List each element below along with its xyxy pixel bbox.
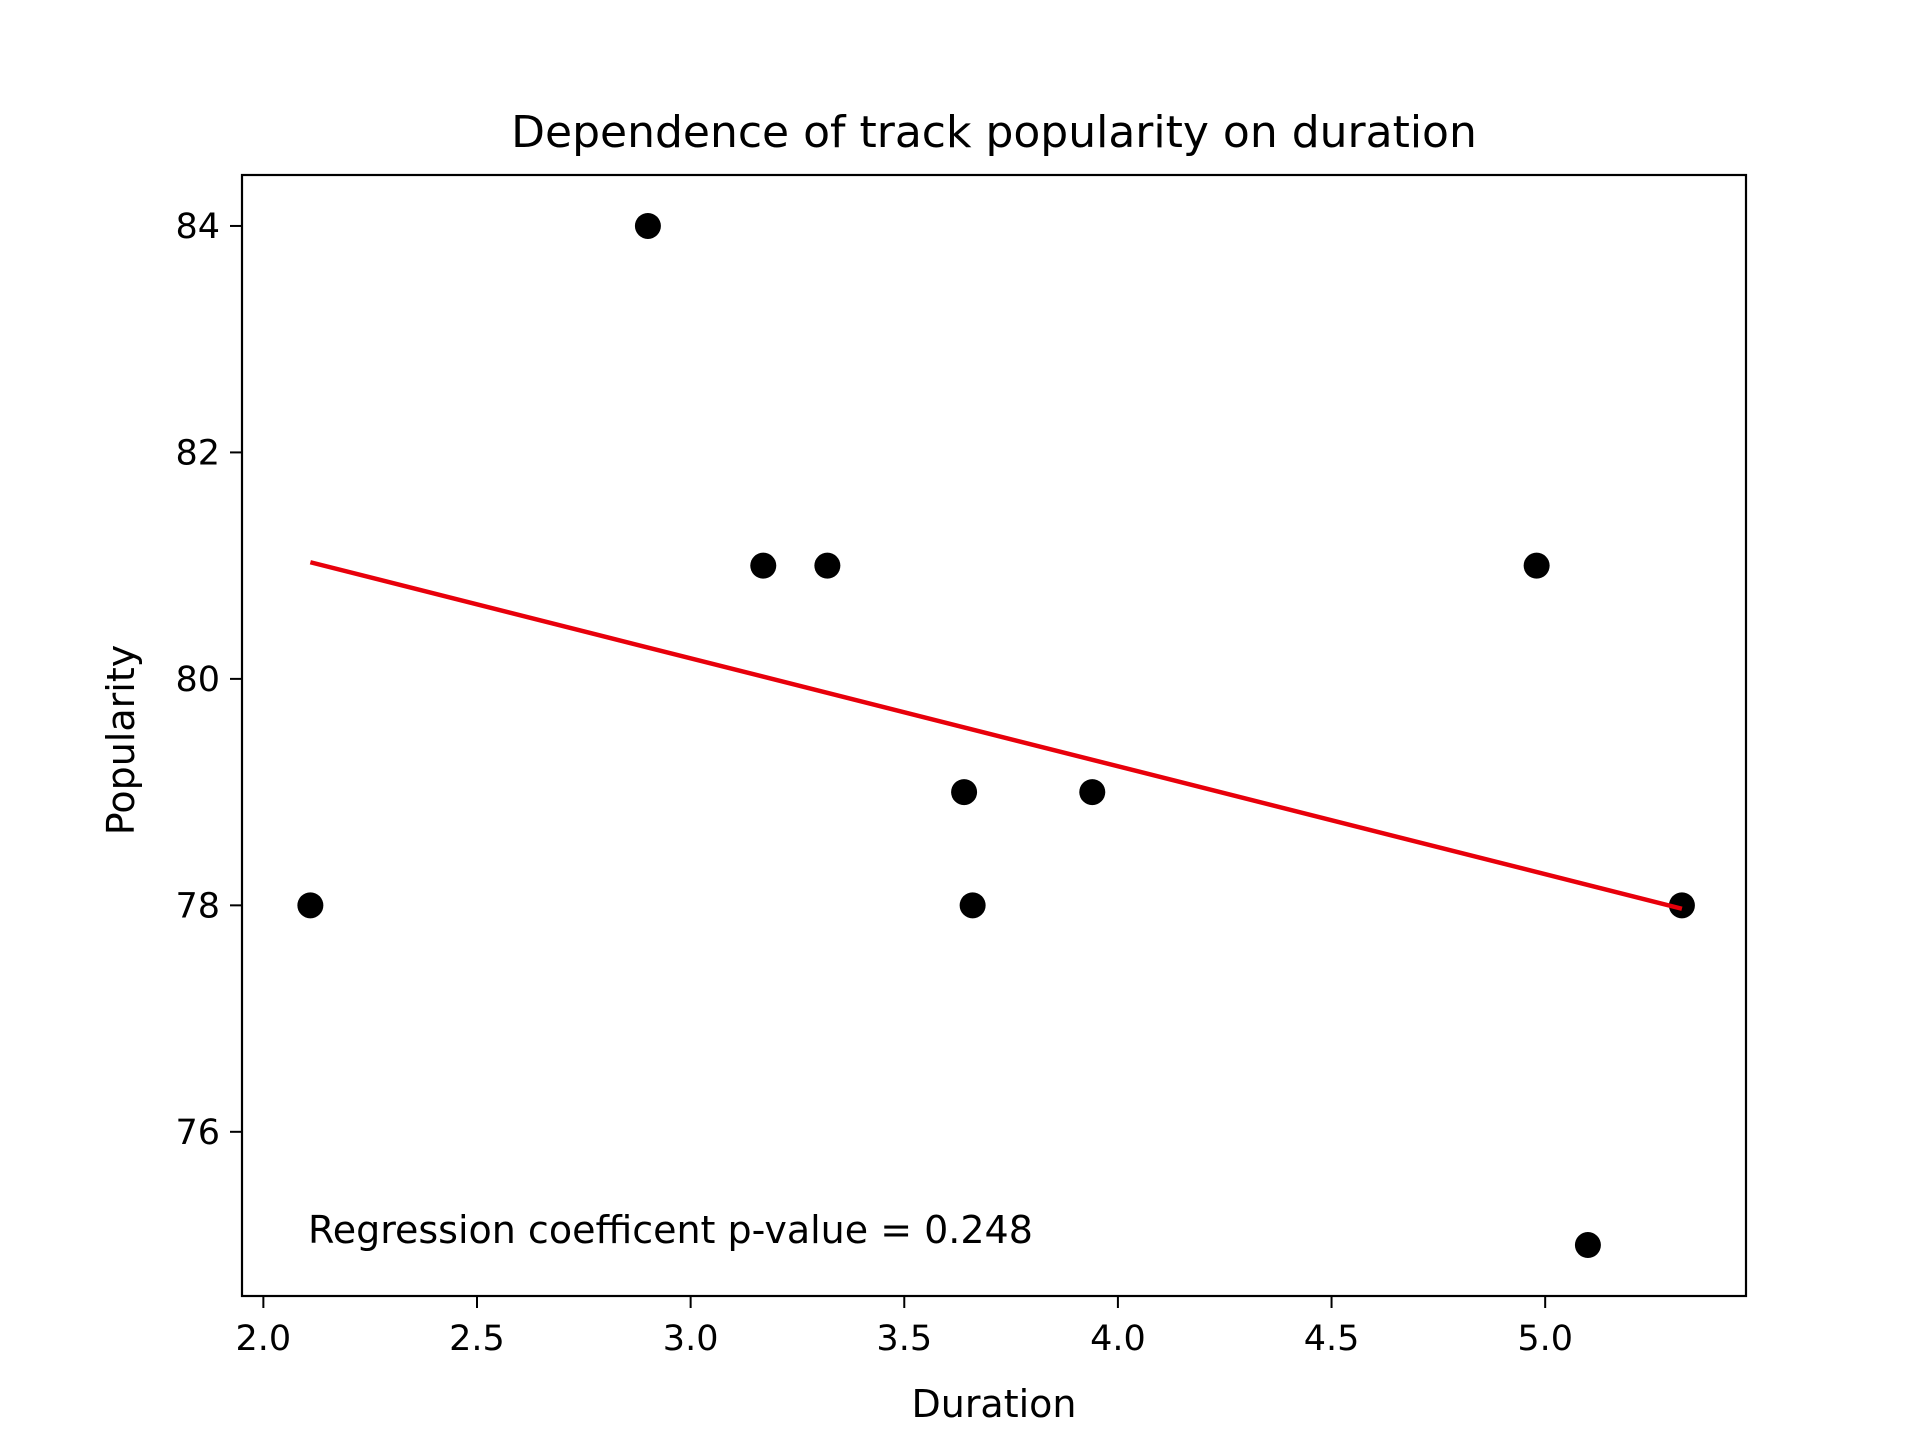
p-value-annotation: Regression coefficent p-value = 0.248 — [308, 1208, 1033, 1252]
x-axis: 2.0 2.5 3.0 3.5 4.0 4.5 5.0 — [236, 1296, 1573, 1359]
x-tick-label: 2.5 — [449, 1319, 505, 1359]
data-point — [1523, 552, 1550, 579]
data-point — [297, 892, 324, 919]
axes-frame — [240, 173, 1748, 1298]
x-tick-label: 3.5 — [876, 1319, 932, 1359]
x-tick-label: 4.5 — [1304, 1319, 1360, 1359]
data-point — [1079, 779, 1106, 806]
y-tick-label: 80 — [175, 660, 220, 700]
y-axis-label: Popularity — [99, 645, 143, 835]
x-tick-label: 3.0 — [663, 1319, 719, 1359]
data-point — [634, 212, 661, 239]
y-tick-label: 76 — [175, 1113, 220, 1153]
x-tick-label: 2.0 — [236, 1319, 292, 1359]
y-tick-label: 78 — [175, 886, 220, 926]
data-point — [959, 892, 986, 919]
x-tick-label: 4.0 — [1090, 1319, 1146, 1359]
regression-line — [309, 560, 1683, 911]
data-point — [814, 552, 841, 579]
chart-title: Dependence of track popularity on durati… — [511, 107, 1477, 158]
y-axis: 76 78 80 82 84 — [175, 207, 242, 1153]
x-tick-label: 5.0 — [1517, 1319, 1573, 1359]
y-tick-label: 82 — [175, 433, 220, 473]
plot-area — [297, 212, 1695, 1259]
data-point — [951, 779, 978, 806]
y-tick-label: 84 — [175, 207, 220, 247]
x-axis-label: Duration — [911, 1382, 1076, 1426]
data-point — [1574, 1232, 1601, 1259]
data-point — [1668, 892, 1695, 919]
data-point — [750, 552, 777, 579]
